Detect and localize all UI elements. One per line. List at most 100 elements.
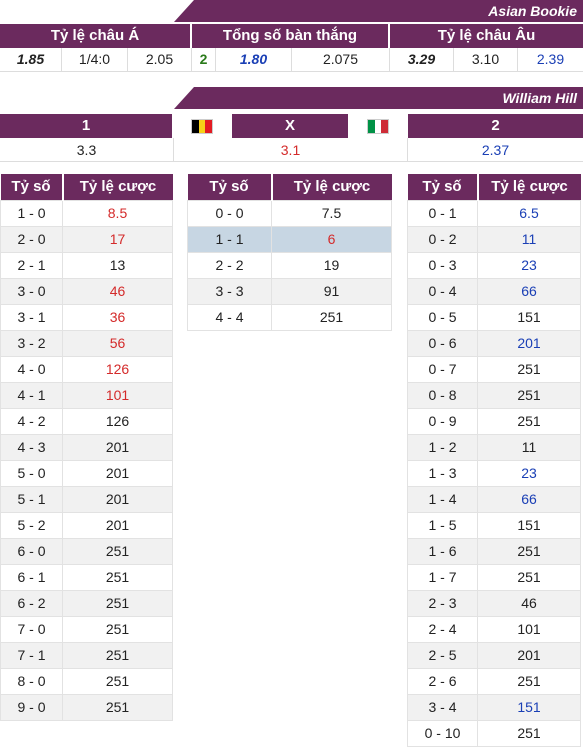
odds-cell[interactable]: 251 bbox=[477, 563, 581, 591]
odds-cell[interactable]: 11 bbox=[477, 225, 581, 253]
european-home-odds[interactable]: 3.29 bbox=[390, 48, 454, 71]
odds-cell[interactable]: 251 bbox=[62, 615, 173, 643]
table-row[interactable]: 4 - 4 251 bbox=[187, 303, 392, 331]
odds-cell[interactable]: 66 bbox=[477, 277, 581, 305]
odds-cell[interactable]: 126 bbox=[62, 355, 173, 383]
odds-cell[interactable]: 201 bbox=[477, 329, 581, 357]
odds-cell[interactable]: 91 bbox=[271, 277, 392, 305]
table-row[interactable]: 2 - 6 251 bbox=[407, 667, 581, 695]
table-row[interactable]: 1 - 2 11 bbox=[407, 433, 581, 461]
table-row[interactable]: 1 - 6 251 bbox=[407, 537, 581, 565]
odds-cell[interactable]: 251 bbox=[477, 381, 581, 409]
odds-cell[interactable]: 17 bbox=[62, 225, 173, 253]
odds-cell[interactable]: 36 bbox=[62, 303, 173, 331]
odds-cell[interactable]: 201 bbox=[62, 459, 173, 487]
odds-cell[interactable]: 251 bbox=[477, 407, 581, 435]
table-row[interactable]: 8 - 0 251 bbox=[0, 667, 173, 695]
odds-cell[interactable]: 126 bbox=[62, 407, 173, 435]
odds-cell[interactable]: 251 bbox=[62, 563, 173, 591]
table-row[interactable]: 0 - 5 151 bbox=[407, 303, 581, 331]
wh-draw-odds[interactable]: 3.1 bbox=[174, 138, 408, 161]
table-row[interactable]: 1 - 0 8.5 bbox=[0, 199, 173, 227]
table-row[interactable]: 1 - 4 66 bbox=[407, 485, 581, 513]
table-row[interactable]: 0 - 7 251 bbox=[407, 355, 581, 383]
odds-cell[interactable]: 201 bbox=[477, 641, 581, 669]
table-row[interactable]: 0 - 0 7.5 bbox=[187, 199, 392, 227]
odds-cell[interactable]: 13 bbox=[62, 251, 173, 279]
odds-cell[interactable]: 151 bbox=[477, 303, 581, 331]
odds-cell[interactable]: 251 bbox=[477, 667, 581, 695]
table-row[interactable]: 0 - 2 11 bbox=[407, 225, 581, 253]
table-row[interactable]: 1 - 7 251 bbox=[407, 563, 581, 591]
table-row[interactable]: 9 - 0 251 bbox=[0, 693, 173, 721]
table-row[interactable]: 5 - 0 201 bbox=[0, 459, 173, 487]
table-row[interactable]: 4 - 2 126 bbox=[0, 407, 173, 435]
asian-away-odds[interactable]: 2.05 bbox=[128, 48, 192, 71]
table-row[interactable]: 4 - 1 101 bbox=[0, 381, 173, 409]
table-row[interactable]: 4 - 3 201 bbox=[0, 433, 173, 461]
odds-cell[interactable]: 151 bbox=[477, 511, 581, 539]
odds-cell[interactable]: 7.5 bbox=[271, 199, 392, 227]
odds-cell[interactable]: 251 bbox=[62, 693, 173, 721]
table-row[interactable]: 0 - 4 66 bbox=[407, 277, 581, 305]
odds-cell[interactable]: 151 bbox=[477, 693, 581, 721]
total-over-odds[interactable]: 1.80 bbox=[216, 48, 292, 71]
odds-cell[interactable]: 251 bbox=[62, 641, 173, 669]
european-draw-odds[interactable]: 3.10 bbox=[454, 48, 518, 71]
table-row[interactable]: 7 - 0 251 bbox=[0, 615, 173, 643]
odds-cell[interactable]: 101 bbox=[62, 381, 173, 409]
table-row[interactable]: 2 - 4 101 bbox=[407, 615, 581, 643]
odds-cell[interactable]: 46 bbox=[62, 277, 173, 305]
odds-cell[interactable]: 101 bbox=[477, 615, 581, 643]
table-row[interactable]: 3 - 1 36 bbox=[0, 303, 173, 331]
asian-home-odds[interactable]: 1.85 bbox=[0, 48, 62, 71]
table-row[interactable]: 5 - 1 201 bbox=[0, 485, 173, 513]
table-row[interactable]: 0 - 3 23 bbox=[407, 251, 581, 279]
odds-cell[interactable]: 23 bbox=[477, 251, 581, 279]
odds-cell[interactable]: 6.5 bbox=[477, 199, 581, 227]
odds-cell[interactable]: 251 bbox=[62, 537, 173, 565]
table-row[interactable]: 0 - 8 251 bbox=[407, 381, 581, 409]
odds-cell[interactable]: 201 bbox=[62, 511, 173, 539]
odds-cell[interactable]: 56 bbox=[62, 329, 173, 357]
table-row[interactable]: 2 - 5 201 bbox=[407, 641, 581, 669]
table-row[interactable]: 5 - 2 201 bbox=[0, 511, 173, 539]
odds-cell[interactable]: 66 bbox=[477, 485, 581, 513]
table-row[interactable]: 2 - 2 19 bbox=[187, 251, 392, 279]
odds-cell[interactable]: 19 bbox=[271, 251, 392, 279]
odds-cell[interactable]: 251 bbox=[271, 303, 392, 331]
odds-cell[interactable]: 23 bbox=[477, 459, 581, 487]
wh-away-odds[interactable]: 2.37 bbox=[481, 142, 510, 158]
odds-cell[interactable]: 201 bbox=[62, 485, 173, 513]
wh-home-odds[interactable]: 3.3 bbox=[0, 138, 174, 161]
table-row[interactable]: 0 - 1 6.5 bbox=[407, 199, 581, 227]
odds-cell[interactable]: 251 bbox=[62, 667, 173, 695]
odds-cell[interactable]: 251 bbox=[62, 589, 173, 617]
table-row[interactable]: 2 - 3 46 bbox=[407, 589, 581, 617]
table-row[interactable]: 1 - 5 151 bbox=[407, 511, 581, 539]
table-row[interactable]: 2 - 0 17 bbox=[0, 225, 173, 253]
table-row[interactable]: 0 - 6 201 bbox=[407, 329, 581, 357]
odds-cell[interactable]: 201 bbox=[62, 433, 173, 461]
table-row[interactable]: 3 - 3 91 bbox=[187, 277, 392, 305]
table-row[interactable]: 0 - 9 251 bbox=[407, 407, 581, 435]
table-row[interactable]: 6 - 0 251 bbox=[0, 537, 173, 565]
odds-cell[interactable]: 8.5 bbox=[62, 199, 173, 227]
table-row[interactable]: 4 - 0 126 bbox=[0, 355, 173, 383]
table-row[interactable]: 3 - 2 56 bbox=[0, 329, 173, 357]
table-row[interactable]: 0 - 10 251 bbox=[407, 719, 581, 747]
table-row[interactable]: 2 - 1 13 bbox=[0, 251, 173, 279]
table-row[interactable]: 6 - 2 251 bbox=[0, 589, 173, 617]
odds-cell[interactable]: 11 bbox=[477, 433, 581, 461]
odds-cell[interactable]: 46 bbox=[477, 589, 581, 617]
table-row[interactable]: 3 - 0 46 bbox=[0, 277, 173, 305]
european-away-odds[interactable]: 2.39 bbox=[536, 51, 565, 67]
odds-cell[interactable]: 6 bbox=[271, 225, 392, 253]
table-row[interactable]: 1 - 3 23 bbox=[407, 459, 581, 487]
odds-cell[interactable]: 251 bbox=[477, 719, 581, 747]
odds-cell[interactable]: 251 bbox=[477, 537, 581, 565]
table-row[interactable]: 3 - 4 151 bbox=[407, 693, 581, 721]
odds-cell[interactable]: 251 bbox=[477, 355, 581, 383]
table-row[interactable]: 6 - 1 251 bbox=[0, 563, 173, 591]
